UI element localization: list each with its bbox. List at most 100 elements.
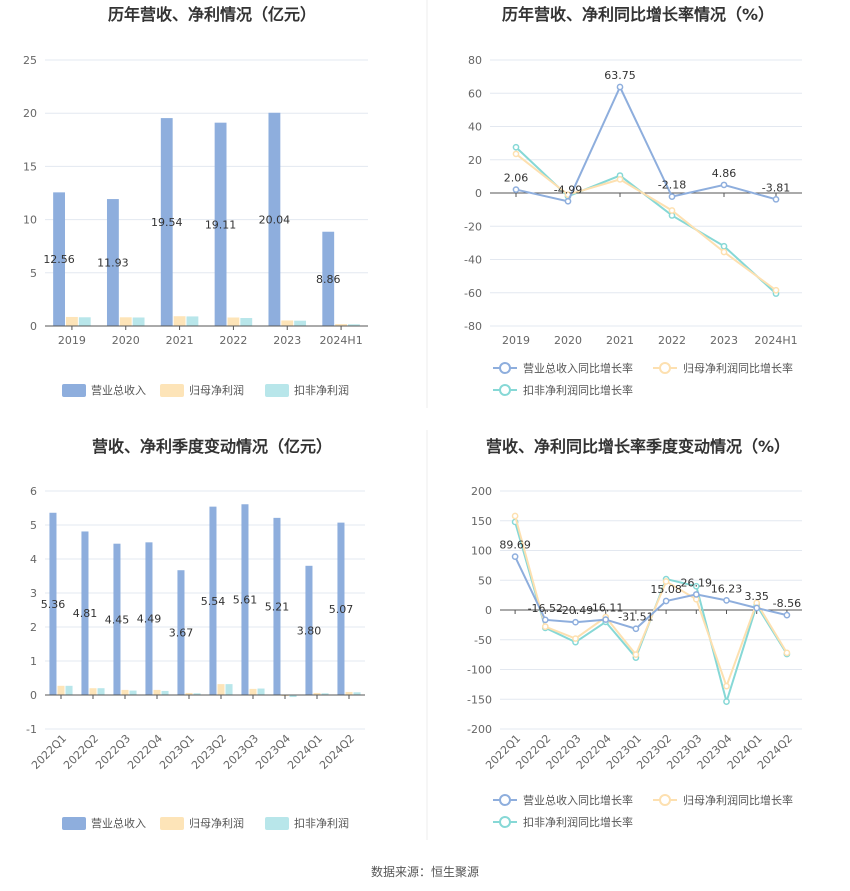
data-point (783, 611, 791, 619)
data-point (720, 181, 728, 189)
data-label: 5.61 (233, 594, 258, 607)
y-tick-label: 2 (30, 621, 37, 634)
bar-revenue (106, 199, 119, 326)
bar-revenue (53, 192, 65, 326)
data-label: 19.54 (151, 216, 183, 229)
bar-deducted-profit (186, 316, 199, 326)
legend-swatch (160, 817, 184, 830)
data-label: 3.80 (297, 624, 322, 637)
bar-parent-profit (345, 691, 353, 695)
data-point (783, 649, 791, 657)
data-label: -31.51 (618, 611, 653, 624)
data-point (511, 553, 519, 560)
x-tick-label: 2024H1 (754, 334, 797, 347)
y-tick-label: 0 (485, 604, 492, 617)
quarter-line-chart: -200-150-100-500501001502002022Q12022Q22… (467, 485, 802, 829)
y-tick-label: 80 (468, 54, 482, 67)
bar-parent-profit (89, 688, 97, 695)
data-point (692, 582, 700, 590)
data-label: -2.18 (658, 179, 686, 192)
bar-deducted-profit (65, 685, 73, 695)
bar-deducted-profit (225, 684, 233, 695)
y-tick-label: -60 (464, 287, 482, 300)
y-tick-label: 200 (471, 485, 492, 498)
x-tick-label: 2023 (273, 334, 301, 347)
bar-parent-profit (335, 324, 348, 326)
bar-parent-profit (281, 320, 294, 326)
legend-label: 营业总收入 (91, 816, 146, 830)
bar-revenue (177, 570, 185, 695)
series-line-parent-profit (514, 515, 788, 690)
series-line-parent-profit (515, 153, 777, 292)
source-note: 数据来源：恒生聚源 (371, 864, 479, 879)
bar-parent-profit (217, 684, 225, 695)
data-label: 5.36 (41, 598, 66, 611)
x-tick-label: 2021 (166, 334, 194, 347)
bar-deducted-profit (294, 320, 307, 326)
legend-marker (499, 384, 511, 396)
legend-marker (659, 794, 671, 806)
bar-parent-profit (313, 692, 321, 695)
bar-deducted-profit (193, 693, 201, 695)
y-tick-label: 10 (23, 214, 37, 227)
bar-deducted-profit (97, 688, 105, 695)
bar-revenue (322, 231, 335, 326)
legend-label: 营业总收入同比增长率 (523, 361, 633, 375)
data-label: -3.81 (762, 181, 790, 194)
data-label: 4.49 (137, 613, 162, 626)
y-tick-label: -150 (467, 693, 492, 706)
y-tick-label: 5 (30, 267, 37, 280)
data-point (723, 698, 730, 705)
legend-swatch (265, 817, 289, 830)
legend-label: 归母净利润同比增长率 (683, 361, 793, 375)
data-point (616, 83, 624, 91)
bar-deducted-profit (240, 318, 253, 326)
y-tick-label: 100 (471, 545, 492, 558)
data-label: -16.11 (588, 602, 623, 615)
data-point (723, 682, 730, 690)
data-point (541, 616, 549, 624)
data-point (692, 591, 700, 598)
data-point (662, 597, 670, 605)
x-tick-label: 2022 (658, 334, 686, 347)
data-label: -8.56 (773, 597, 801, 610)
x-tick-label: 2024H1 (319, 334, 362, 347)
bar-deducted-profit (129, 690, 137, 695)
x-tick-label: 2023 (710, 334, 738, 347)
x-tick-label: 2019 (58, 334, 86, 347)
bar-revenue (49, 512, 57, 695)
y-tick-label: 1 (30, 655, 37, 668)
bar-deducted-profit (353, 692, 361, 695)
data-label: -16.52 (528, 602, 563, 615)
bar-parent-profit (185, 692, 193, 695)
bar-revenue (305, 565, 313, 695)
bar-deducted-profit (78, 317, 91, 326)
x-tick-label: 2024Q2 (317, 732, 357, 772)
bar-parent-profit (57, 685, 65, 695)
bar-revenue (209, 506, 217, 695)
legend-marker (499, 816, 511, 828)
data-label: 19.11 (205, 218, 237, 231)
y-tick-label: -80 (464, 320, 482, 333)
y-tick-label: -40 (464, 254, 482, 267)
legend-label: 扣非净利润 (294, 383, 349, 397)
data-point (632, 651, 640, 658)
bar-parent-profit (65, 316, 78, 326)
y-tick-label: -200 (467, 723, 492, 736)
bar-revenue (81, 531, 89, 695)
bar-revenue (268, 112, 281, 326)
data-label: 5.07 (329, 603, 354, 616)
data-label: 4.45 (105, 613, 130, 626)
data-label: 89.69 (499, 539, 531, 552)
bar-deducted-profit (132, 317, 145, 326)
y-tick-label: -100 (467, 664, 492, 677)
bar-revenue (214, 122, 227, 326)
quarter-bar-chart: -101234562022Q12022Q22022Q32022Q42023Q12… (26, 485, 365, 830)
bar-parent-profit (173, 316, 186, 326)
legend-label: 归母净利润同比增长率 (683, 793, 793, 807)
annual-line-title: 历年营收、净利同比增长率情况（%） (502, 5, 774, 24)
y-tick-label: 25 (23, 54, 37, 67)
bar-parent-profit (153, 689, 161, 695)
data-point (572, 635, 579, 642)
data-point (720, 242, 728, 250)
